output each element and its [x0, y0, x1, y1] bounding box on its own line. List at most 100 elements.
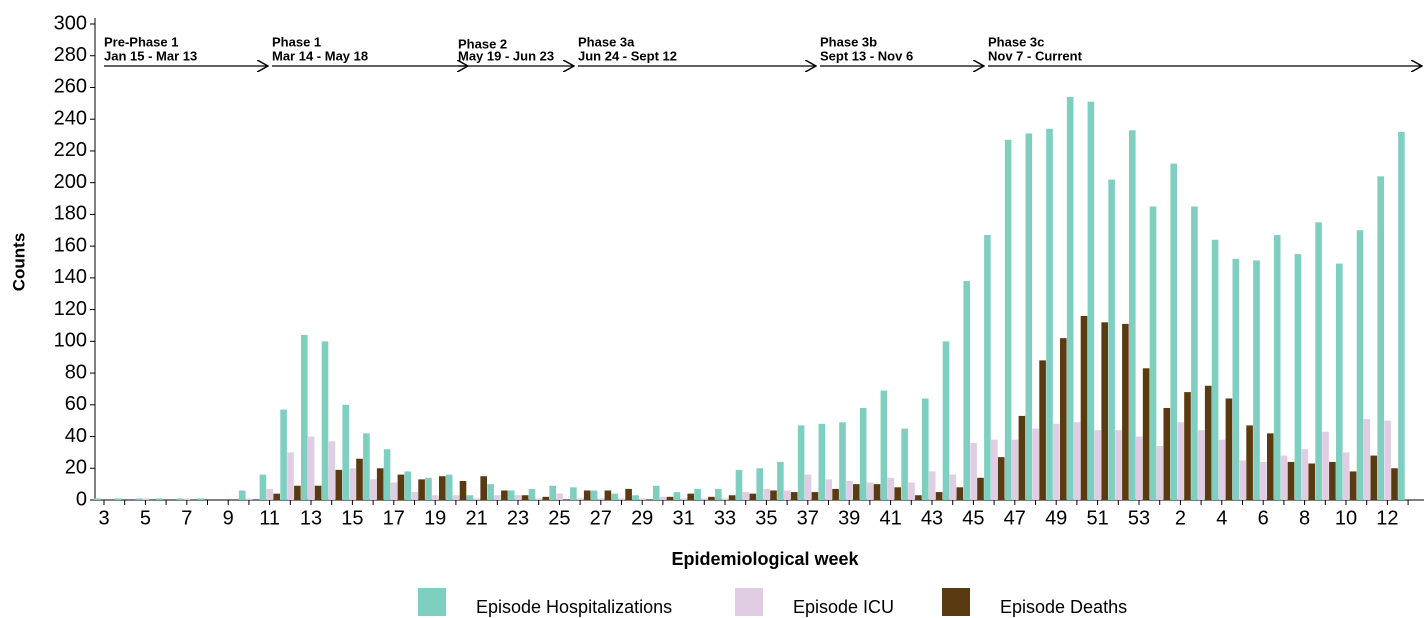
y-tick-label: 180 — [54, 203, 87, 225]
bar — [922, 398, 929, 500]
bar — [1218, 439, 1226, 500]
bar — [770, 490, 777, 500]
bar — [956, 487, 964, 500]
bar — [425, 477, 432, 500]
x-tick-label: 25 — [548, 507, 570, 529]
bar — [445, 474, 453, 500]
bar — [839, 422, 846, 500]
x-tick-label: 2 — [1175, 507, 1186, 529]
x-tick-label: 33 — [714, 507, 736, 529]
bar — [625, 488, 632, 500]
bar — [1225, 398, 1233, 500]
bar — [749, 493, 757, 500]
y-tick-label: 260 — [54, 76, 87, 98]
bar — [411, 492, 418, 500]
bar — [1149, 206, 1157, 500]
bar — [1177, 422, 1184, 500]
bar — [790, 492, 798, 500]
bar — [887, 477, 895, 500]
bar — [1315, 222, 1322, 501]
bar — [1191, 206, 1198, 500]
bar — [183, 498, 191, 500]
bar — [383, 449, 391, 500]
bar — [1349, 471, 1357, 500]
x-tick-label: 4 — [1216, 507, 1227, 529]
legend-swatch — [418, 588, 446, 616]
bar — [142, 498, 149, 500]
bar — [1336, 263, 1343, 500]
bar — [1122, 323, 1129, 500]
bar — [1046, 128, 1053, 500]
bar — [508, 490, 515, 500]
bar — [825, 479, 832, 500]
bar — [570, 487, 577, 500]
bar — [639, 498, 646, 500]
y-tick-label: 160 — [54, 234, 87, 256]
bar — [549, 485, 556, 500]
bar — [1066, 96, 1074, 500]
bar — [1025, 133, 1033, 501]
phase-dates: Nov 7 - Current — [988, 48, 1083, 63]
bar — [328, 441, 336, 500]
phase-name: Phase 1 — [272, 34, 321, 49]
bar — [901, 428, 908, 500]
bar — [784, 490, 791, 500]
x-tick-label: 53 — [1128, 507, 1150, 529]
bar — [135, 498, 142, 500]
bar — [342, 404, 349, 500]
bar — [1018, 415, 1026, 500]
bar — [908, 482, 915, 500]
x-tick-label: 31 — [672, 507, 694, 529]
bar — [694, 488, 701, 500]
bar — [997, 457, 1005, 500]
bar — [1156, 446, 1164, 500]
bar — [894, 487, 901, 500]
bar — [466, 495, 474, 500]
legend-label: Episode ICU — [793, 597, 894, 617]
bar — [197, 498, 205, 500]
bar — [1115, 430, 1122, 500]
bar — [708, 496, 715, 500]
y-tick-label: 40 — [65, 425, 87, 447]
x-tick-label: 37 — [797, 507, 819, 529]
y-tick-label: 300 — [54, 12, 87, 34]
x-tick-label: 11 — [259, 507, 280, 529]
bar — [397, 474, 405, 500]
bar — [721, 498, 729, 500]
bar — [1142, 368, 1150, 500]
phase-name: Phase 3b — [820, 34, 877, 49]
bar — [687, 493, 694, 500]
x-tick-label: 29 — [631, 507, 653, 529]
bar — [1377, 176, 1384, 500]
bar — [1267, 433, 1274, 500]
bar — [880, 390, 888, 500]
bar — [604, 490, 612, 500]
bar — [756, 468, 763, 500]
bar — [1329, 461, 1336, 500]
bar — [521, 495, 529, 500]
bar — [583, 490, 591, 500]
bar — [245, 498, 253, 500]
bar — [1135, 436, 1143, 500]
y-tick-label: 80 — [65, 361, 87, 383]
bar — [176, 498, 184, 500]
bar — [935, 492, 943, 500]
y-tick-label: 200 — [54, 171, 87, 193]
bar — [673, 492, 681, 500]
x-tick-label: 19 — [424, 507, 446, 529]
bar — [404, 471, 412, 500]
bar — [652, 485, 660, 500]
bar — [928, 471, 936, 500]
bar — [480, 476, 487, 500]
x-tick-label: 43 — [921, 507, 943, 529]
x-tick-label: 9 — [223, 507, 234, 529]
x-tick-label: 35 — [755, 507, 777, 529]
bar — [977, 477, 984, 500]
bar — [942, 341, 950, 500]
phase-dates: Jun 24 - Sept 12 — [578, 48, 677, 63]
bar — [1391, 468, 1398, 500]
bar — [618, 498, 625, 500]
y-tick-label: 100 — [54, 330, 87, 352]
bar — [1246, 425, 1253, 500]
